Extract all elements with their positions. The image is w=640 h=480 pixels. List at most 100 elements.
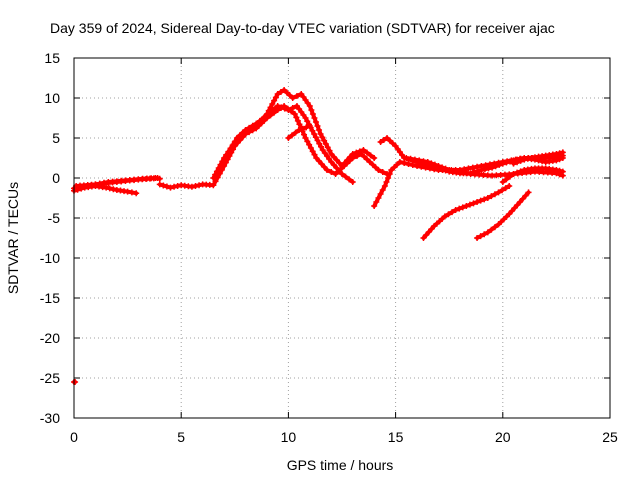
data-point-marker <box>288 132 295 139</box>
data-point-marker <box>346 176 353 183</box>
data-point-marker <box>407 155 414 162</box>
data-point-marker <box>459 204 466 211</box>
data-point-marker <box>307 145 314 151</box>
data-point-marker <box>428 160 435 167</box>
data-point-marker <box>299 125 306 132</box>
data-point-marker <box>431 161 438 168</box>
data-point-marker <box>353 149 360 156</box>
data-point-marker <box>367 152 374 159</box>
data-point-marker <box>321 137 328 144</box>
data-point-marker <box>72 379 79 385</box>
data-point-marker <box>292 129 299 136</box>
data-point-marker <box>128 189 135 196</box>
data-point-marker <box>274 91 281 97</box>
data-point-marker <box>481 231 488 238</box>
series-arc-4 <box>156 103 391 191</box>
data-point-marker <box>192 183 199 189</box>
data-point-marker <box>477 233 484 240</box>
data-point-marker <box>553 151 560 157</box>
data-point-marker <box>227 147 234 154</box>
data-point-marker <box>304 118 311 125</box>
data-point-marker <box>285 135 292 141</box>
grid-layer <box>74 58 610 418</box>
data-point-marker <box>420 158 427 165</box>
data-point-marker <box>553 157 560 164</box>
data-point-marker <box>339 171 345 177</box>
data-point-marker <box>445 211 452 218</box>
data-point-marker <box>171 183 178 190</box>
data-point-marker <box>364 149 371 156</box>
data-point-marker <box>303 124 310 131</box>
data-point-marker <box>215 165 222 171</box>
data-point-marker <box>301 131 308 138</box>
series-arc-11 <box>420 183 513 241</box>
data-point-marker <box>491 224 498 231</box>
data-point-marker <box>439 164 446 171</box>
data-point-marker <box>503 176 510 183</box>
y-tick-label: 5 <box>52 130 60 146</box>
data-point-marker <box>167 184 174 191</box>
data-point-marker <box>133 190 140 197</box>
data-point-marker <box>514 159 521 166</box>
data-point-marker <box>309 111 316 117</box>
data-point-marker <box>260 115 267 122</box>
data-point-marker <box>454 168 461 175</box>
data-point-marker <box>246 124 253 131</box>
data-point-marker <box>478 167 485 173</box>
data-point-marker <box>377 139 384 145</box>
data-point-marker <box>309 127 316 134</box>
x-tick-label: 25 <box>602 429 618 445</box>
data-point-marker <box>342 173 349 180</box>
data-point-marker <box>308 107 315 113</box>
data-point-marker <box>312 134 319 141</box>
data-point-marker <box>232 138 239 145</box>
data-point-marker <box>306 123 313 129</box>
data-point-marker <box>316 140 323 147</box>
data-point-marker <box>465 165 472 172</box>
data-point-marker <box>456 205 463 212</box>
data-point-marker <box>519 195 526 202</box>
series-arc-7 <box>285 123 313 141</box>
data-point-marker <box>371 155 378 161</box>
data-point-marker <box>469 164 476 171</box>
data-point-marker <box>106 185 113 192</box>
data-point-marker <box>466 201 473 208</box>
data-point-marker <box>510 160 517 167</box>
data-point-marker <box>293 93 300 99</box>
data-point-marker <box>484 229 491 236</box>
data-point-marker <box>221 155 228 161</box>
data-point-marker <box>517 168 524 175</box>
y-tick-label: -20 <box>40 330 60 346</box>
data-point-marker <box>323 167 330 173</box>
series-arc-6 <box>225 103 356 185</box>
data-point-marker <box>450 167 457 174</box>
data-point-marker <box>495 189 502 196</box>
data-point-marker <box>213 168 220 175</box>
data-point-marker <box>302 115 309 121</box>
data-point-marker <box>516 199 523 205</box>
data-point-marker <box>470 200 477 207</box>
data-point-marker <box>277 89 284 95</box>
data-point-marker <box>484 195 491 201</box>
data-point-marker <box>559 149 566 156</box>
data-point-marker <box>474 235 481 241</box>
y-tick-label: -30 <box>40 410 60 426</box>
data-point-marker <box>304 138 311 145</box>
data-point-marker <box>356 148 363 155</box>
data-point-marker <box>188 183 195 190</box>
data-point-marker <box>219 158 226 165</box>
data-point-marker <box>302 135 309 141</box>
data-point-marker <box>375 195 382 201</box>
data-point-marker <box>311 115 318 121</box>
data-point-marker <box>559 168 566 175</box>
data-point-marker <box>210 175 217 181</box>
data-point-marker <box>360 147 367 153</box>
data-point-marker <box>522 192 529 199</box>
data-point-marker <box>496 161 503 168</box>
data-point-marker <box>463 203 470 209</box>
data-point-marker <box>556 167 563 174</box>
series-arc-12 <box>499 165 566 185</box>
data-point-marker <box>217 161 224 168</box>
data-point-marker <box>383 179 390 185</box>
data-point-marker <box>446 167 453 173</box>
